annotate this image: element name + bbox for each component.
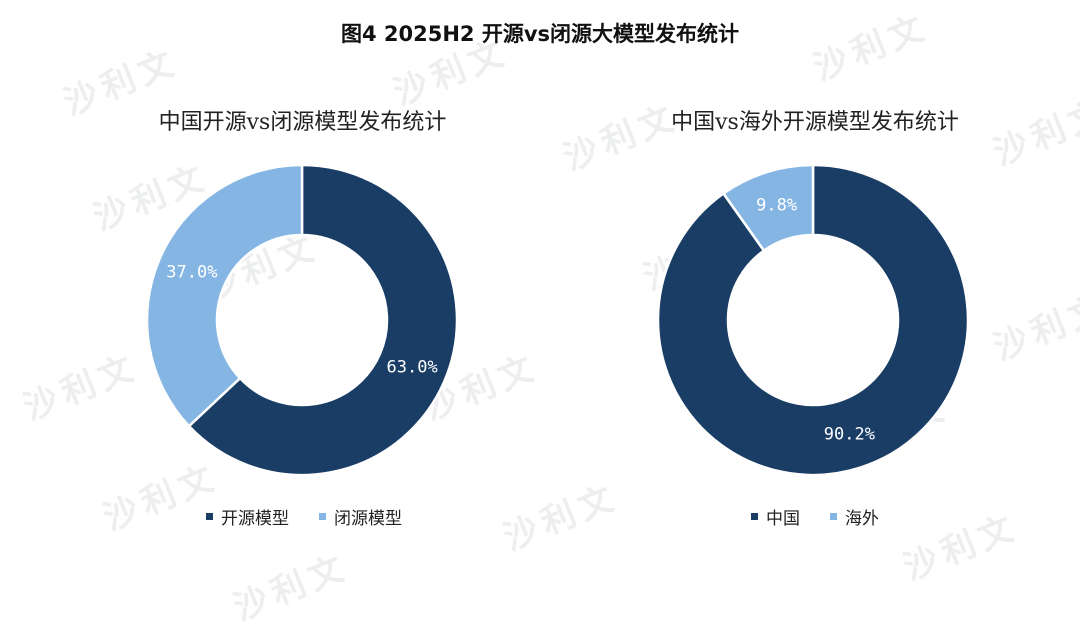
legend-swatch-light [319,513,326,520]
chart-panel-left: 中国开源vs闭源模型发布统计 63.0% 37.0% 开源模型 闭源模型 [34,100,574,560]
legend-label: 海外 [845,509,879,529]
legend-item-open-source: 开源模型 [206,504,289,529]
legend-label: 中国 [766,509,800,529]
donut-slice-0 [187,163,459,477]
donut-slice-1 [145,163,304,428]
slice-data-label-1: 9.8% [756,196,797,216]
slice-data-label-0: 90.2% [824,424,875,444]
donut-chart-left: 63.0% 37.0% [145,163,459,477]
legend-swatch-dark [751,513,758,520]
chart-title-left: 中国开源vs闭源模型发布统计 [158,110,447,135]
legend-swatch-light [830,513,837,520]
donut-chart-right: 90.2% 9.8% [656,163,970,477]
legend-item-china: 中国 [751,504,800,529]
donut-slice-0 [656,163,970,477]
legend-item-overseas: 海外 [830,504,879,529]
slice-data-label-1: 37.0% [166,262,217,282]
chart-title-right: 中国vs海外开源模型发布统计 [671,110,959,135]
legend-item-closed-source: 闭源模型 [319,504,402,529]
figure-title: 图4 2025H2 开源vs闭源大模型发布统计 [340,22,740,46]
legend-swatch-dark [206,513,213,520]
legend-label: 闭源模型 [334,509,402,529]
legend-left: 开源模型 闭源模型 [34,504,574,529]
legend-label: 开源模型 [221,509,289,529]
chart-panel-right: 中国vs海外开源模型发布统计 90.2% 9.8% 中国 海外 [545,100,1080,560]
legend-right: 中国 海外 [545,504,1080,529]
slice-data-label-0: 63.0% [387,358,438,378]
donut-slice-1 [721,163,815,253]
